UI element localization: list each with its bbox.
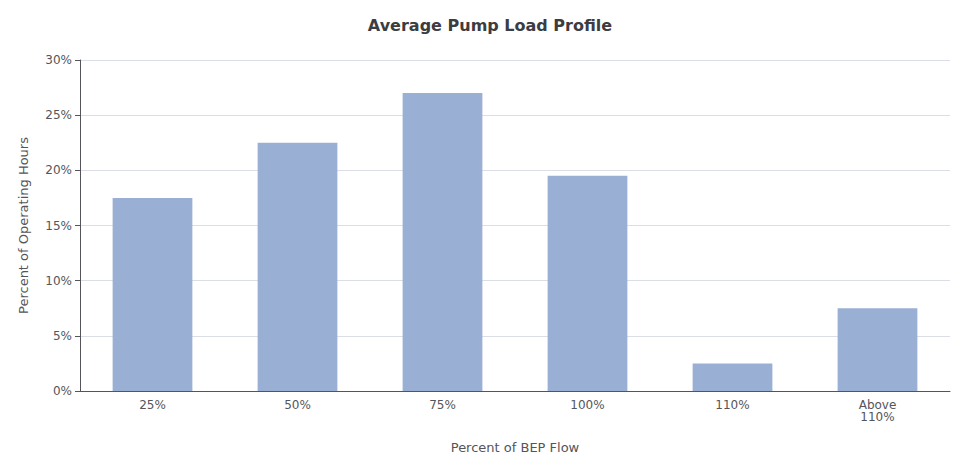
svg-text:25%: 25% [139, 398, 166, 412]
svg-text:50%: 50% [284, 398, 311, 412]
svg-text:30%: 30% [45, 53, 72, 67]
svg-text:Percent of Operating Hours: Percent of Operating Hours [16, 137, 31, 314]
svg-text:75%: 75% [429, 398, 456, 412]
svg-text:10%: 10% [45, 274, 72, 288]
svg-text:25%: 25% [45, 108, 72, 122]
svg-text:Percent of BEP Flow: Percent of BEP Flow [451, 440, 580, 455]
svg-text:100%: 100% [570, 398, 604, 412]
svg-text:110%: 110% [860, 410, 894, 424]
svg-text:15%: 15% [45, 219, 72, 233]
svg-text:5%: 5% [53, 329, 72, 343]
svg-text:110%: 110% [715, 398, 749, 412]
svg-text:0%: 0% [53, 384, 72, 398]
svg-text:20%: 20% [45, 163, 72, 177]
svg-text:Above: Above [858, 398, 897, 412]
svg-text:Average Pump Load Profile: Average Pump Load Profile [368, 16, 612, 35]
